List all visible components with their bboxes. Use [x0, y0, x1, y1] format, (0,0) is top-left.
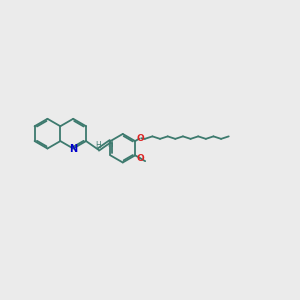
- Text: O: O: [136, 154, 144, 163]
- Text: N: N: [69, 143, 77, 154]
- Text: O: O: [136, 134, 144, 143]
- Text: H: H: [107, 140, 113, 149]
- Text: H: H: [96, 141, 101, 150]
